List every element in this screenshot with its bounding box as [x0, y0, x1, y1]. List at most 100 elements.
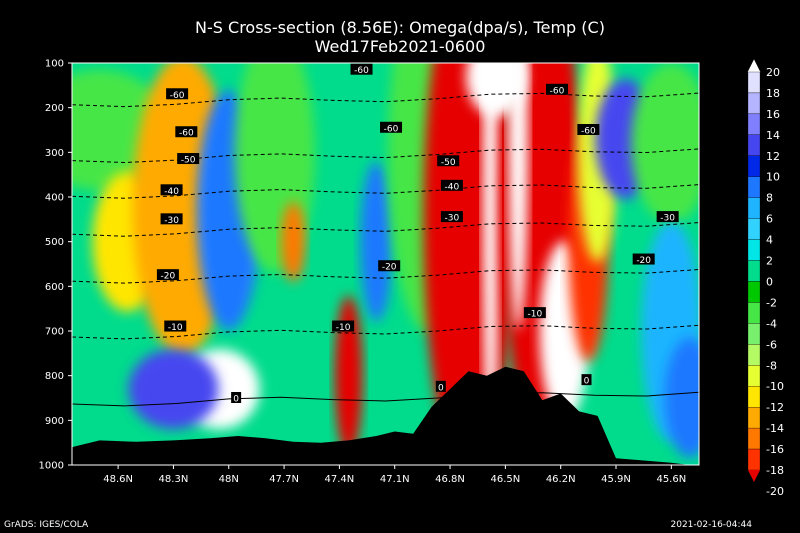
plot-frame	[71, 62, 700, 466]
contour-label: -20	[382, 263, 397, 273]
x-tick-label: 48N	[219, 474, 239, 485]
contour-label: -60	[179, 129, 194, 139]
colorbar-label: -14	[766, 422, 784, 435]
contour-label-bg	[546, 83, 569, 95]
colorbar-segment	[747, 386, 761, 408]
terrain	[72, 366, 699, 465]
colorbar-segment	[747, 344, 761, 366]
x-tick-label: 48.6N	[103, 474, 133, 485]
field-blob	[631, 63, 699, 224]
contour-label-bg	[164, 320, 187, 332]
contour-label: -60	[581, 127, 596, 137]
colorbar-segment	[747, 197, 761, 219]
colorbar-label: 0	[766, 275, 773, 288]
colorbar-segment	[747, 281, 761, 303]
contour-label-bg	[350, 63, 373, 75]
colorbar-label: -12	[766, 401, 784, 414]
colorbar-label: -16	[766, 443, 784, 456]
chart-subtitle: Wed17Feb2021-0600	[314, 37, 486, 56]
footer-credit: GrADS: IGES/COLA	[4, 520, 89, 530]
contour-label-bg	[160, 213, 183, 225]
colorbar-segment	[747, 71, 761, 94]
contour-label: -20	[161, 272, 176, 282]
contour-label: -30	[445, 214, 460, 224]
field-blob	[664, 338, 699, 458]
contour-label-bg	[577, 124, 600, 135]
contour-label-bg	[166, 88, 189, 100]
field-blob	[466, 63, 527, 117]
colorbar-bottom-arrow	[748, 470, 760, 482]
contour-label: -10	[528, 310, 543, 320]
contour-label-bg	[156, 269, 179, 281]
field-blob	[334, 295, 363, 456]
colorbar-segment	[747, 260, 761, 282]
colorbar-segment	[747, 448, 761, 471]
colorbar-segment	[747, 302, 761, 324]
y-tick-label: 200	[45, 103, 64, 114]
x-tick-label: 48.3N	[159, 474, 189, 485]
field-blob	[360, 161, 393, 322]
colorbar-segment	[747, 113, 761, 135]
colorbar-segment	[747, 155, 761, 177]
x-tick-label: 45.6N	[656, 474, 686, 485]
contour-label: -50	[441, 158, 456, 168]
contour-label: -60	[384, 124, 399, 134]
field-blob	[508, 63, 529, 330]
colorbar-label: 2	[766, 255, 773, 268]
colorbar-segment	[747, 239, 761, 261]
contour-labels: -60 -60 -60 -60 -60 -60 -50 -50 -40 -40 -30 -30 -30 -…	[156, 63, 679, 405]
y-axis: 100 200 300 400 500 600 700 800 900 1000	[39, 59, 72, 472]
terrain-surface	[72, 366, 699, 465]
colorbar-label: -20	[766, 485, 784, 498]
colorbar-label: -10	[766, 380, 784, 393]
contour-label: -10	[168, 323, 183, 333]
contour-label-bg	[632, 253, 655, 265]
colorbar-top-arrow	[747, 59, 761, 73]
contour-label: -40	[445, 182, 460, 192]
colorbar-label: -18	[766, 464, 784, 477]
colorbar-label: -4	[766, 317, 777, 330]
x-tick-label: 47.1N	[380, 474, 410, 485]
contour-label: -30	[660, 214, 675, 224]
colorbar-label: 14	[766, 129, 780, 142]
contour-label-bg	[435, 380, 446, 392]
contour-label-bg	[378, 260, 401, 272]
y-tick-label: 300	[45, 148, 64, 159]
x-tick-label: 47.7N	[269, 474, 299, 485]
colorbar-segment	[747, 407, 761, 429]
contour-label: -10	[336, 323, 351, 333]
contour-label-bg	[581, 374, 592, 386]
contour-label-bg	[437, 155, 460, 167]
contour-label: -60	[550, 86, 565, 96]
colorbar-segment	[747, 134, 761, 156]
colorbar-label: -8	[766, 359, 777, 372]
x-axis: 48.6N 48.3N 48N 47.7N 47.4N 47.1N 46.8N 46.5N 46…	[103, 465, 686, 485]
y-tick-label: 700	[45, 327, 64, 338]
contour-label-bg	[440, 179, 463, 191]
contour-label-bg	[440, 211, 463, 223]
chart-title: N-S Cross-section (8.56E): Omega(dpa/s),…	[195, 18, 605, 37]
contour-label: 0	[233, 395, 239, 405]
y-tick-label: 100	[45, 59, 64, 70]
field-blob	[128, 349, 219, 430]
contour-label-bg	[523, 307, 546, 319]
y-tick-label: 600	[45, 282, 64, 293]
colorbar-segment	[747, 176, 761, 198]
colorbar-segment	[747, 427, 761, 450]
colorbar-label: 6	[766, 213, 773, 226]
contour-label: 0	[438, 383, 444, 393]
colorbar: 20181614121086420-2-4-6-8-10-12-14-16-18…	[747, 59, 784, 498]
footer-timestamp: 2021-02-16-04:44	[670, 520, 753, 530]
colorbar-label: 12	[766, 150, 780, 163]
contour-label: -60	[354, 66, 369, 76]
y-tick-label: 1000	[39, 461, 64, 472]
y-tick-label: 500	[45, 237, 64, 248]
x-tick-label: 46.5N	[490, 474, 520, 485]
y-tick-label: 400	[45, 193, 64, 204]
contour-label: -40	[164, 187, 179, 197]
field-blob	[281, 201, 306, 282]
colorbar-label: 4	[766, 234, 773, 247]
x-tick-label: 46.8N	[435, 474, 465, 485]
colorbar-label: 16	[766, 108, 780, 121]
